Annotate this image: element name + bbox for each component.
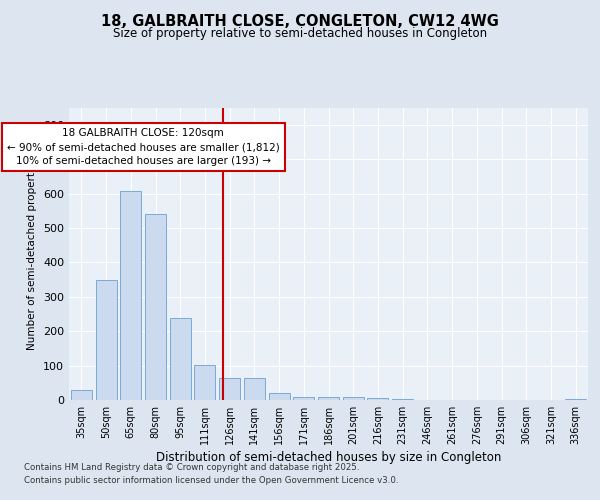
Text: Contains public sector information licensed under the Open Government Licence v3: Contains public sector information licen… <box>24 476 398 485</box>
Bar <box>71 390 92 400</box>
X-axis label: Distribution of semi-detached houses by size in Congleton: Distribution of semi-detached houses by … <box>156 451 501 464</box>
Text: 18 GALBRAITH CLOSE: 120sqm
← 90% of semi-detached houses are smaller (1,812)
10%: 18 GALBRAITH CLOSE: 120sqm ← 90% of semi… <box>7 128 280 166</box>
Bar <box>145 214 166 400</box>
Bar <box>95 280 116 400</box>
Bar <box>343 397 364 400</box>
Y-axis label: Number of semi-detached properties: Number of semi-detached properties <box>28 158 37 350</box>
Bar <box>293 396 314 400</box>
Bar <box>565 399 586 400</box>
Text: 18, GALBRAITH CLOSE, CONGLETON, CW12 4WG: 18, GALBRAITH CLOSE, CONGLETON, CW12 4WG <box>101 14 499 29</box>
Text: Contains HM Land Registry data © Crown copyright and database right 2025.: Contains HM Land Registry data © Crown c… <box>24 462 359 471</box>
Bar <box>170 318 191 400</box>
Text: Size of property relative to semi-detached houses in Congleton: Size of property relative to semi-detach… <box>113 28 487 40</box>
Bar <box>194 364 215 400</box>
Bar <box>120 191 141 400</box>
Bar <box>318 397 339 400</box>
Bar <box>244 378 265 400</box>
Bar <box>269 393 290 400</box>
Bar <box>219 378 240 400</box>
Bar <box>367 398 388 400</box>
